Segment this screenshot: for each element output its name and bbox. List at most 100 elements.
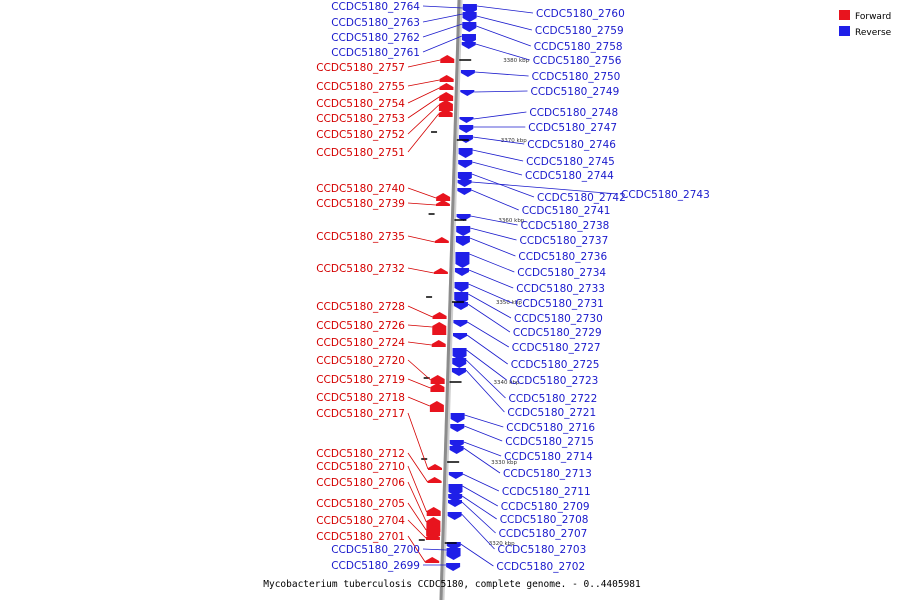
forward-gene-label: CCDC5180_2720 — [316, 355, 405, 367]
reverse-gene-label: CCDC5180_2744 — [525, 170, 614, 182]
leader-line — [462, 473, 500, 492]
leader-line — [472, 136, 525, 145]
legend: Forward Reverse — [839, 10, 892, 38]
tick-label: 3360 kbp — [498, 218, 524, 224]
leader-line — [407, 412, 429, 470]
forward-gene-shape — [426, 525, 441, 536]
leader-line — [467, 293, 512, 319]
forward-gene-label: CCDC5180_2751 — [316, 147, 405, 159]
forward-gene-label: CCDC5180_2724 — [316, 337, 405, 349]
leader-line — [462, 485, 498, 507]
legend-reverse-swatch — [839, 26, 850, 36]
forward-gene-shape — [430, 375, 445, 384]
reverse-gene-shape — [453, 302, 468, 310]
reverse-gene-label: CCDC5180_2702 — [496, 561, 585, 573]
reverse-gene-label: CCDC5180_2750 — [532, 71, 621, 83]
reverse-gene-label: CCDC5180_2700 — [331, 544, 420, 556]
tick-label: 3330 kbp — [491, 460, 517, 466]
reverse-gene-label: CCDC5180_2741 — [522, 205, 611, 217]
leader-line — [471, 181, 619, 195]
reverse-gene-label: CCDC5180_2699 — [331, 560, 420, 572]
leader-line — [422, 35, 463, 53]
forward-gene-label: CCDC5180_2717 — [316, 408, 405, 420]
reverse-gene-shape — [448, 472, 463, 479]
reverse-gene-label: CCDC5180_2764 — [331, 1, 420, 13]
leader-line — [407, 396, 430, 407]
forward-gene-shape — [439, 92, 454, 101]
leader-line — [407, 535, 426, 563]
reverse-gene-shape — [451, 368, 466, 376]
leader-line — [461, 501, 496, 534]
reverse-gene-shape — [448, 500, 462, 507]
reverse-gene-label: CCDC5180_2756 — [533, 55, 622, 67]
forward-gene-label: CCDC5180_2757 — [316, 62, 405, 74]
forward-gene-label: CCDC5180_2710 — [316, 461, 405, 473]
forward-gene-shape — [439, 83, 454, 90]
leader-line — [476, 5, 534, 14]
leader-line — [422, 548, 447, 551]
leader-line — [407, 519, 427, 539]
forward-gene-shape — [438, 100, 453, 111]
reverse-gene-label: CCDC5180_2727 — [512, 342, 601, 354]
reverse-gene-label: CCDC5180_2709 — [501, 501, 590, 513]
forward-gene-label: CCDC5180_2718 — [316, 392, 405, 404]
reverse-gene-shape — [454, 268, 469, 276]
reverse-gene-label: CCDC5180_2725 — [511, 359, 600, 371]
reverse-gene-label: CCDC5180_2729 — [513, 327, 602, 339]
leader-line — [407, 465, 428, 513]
ticks-layer: 3380 kbp 3370 kbp 3360 kbp 3350 kbp 3340 kbp… — [418, 58, 530, 547]
reverse-gene-label: CCDC5180_2749 — [531, 86, 620, 98]
forward-gene-label: CCDC5180_2752 — [316, 129, 405, 141]
reverse-gene-label: CCDC5180_2711 — [502, 486, 591, 498]
forward-gene-label: CCDC5180_2755 — [316, 81, 405, 93]
forward-gene-label: CCDC5180_2735 — [316, 231, 405, 243]
leader-line — [475, 43, 530, 61]
reverse-gene-shape — [455, 236, 470, 246]
reverse-gene-shape — [460, 90, 475, 96]
leader-line — [407, 104, 440, 135]
reverse-gene-shape — [459, 125, 474, 133]
forward-gene-shape — [435, 200, 450, 206]
leader-line — [471, 189, 519, 211]
leader-line — [407, 235, 435, 243]
forward-gene-shape — [425, 533, 440, 540]
leader-line — [463, 441, 502, 457]
reverse-gene-label: CCDC5180_2762 — [331, 32, 420, 44]
reverse-gene-label: CCDC5180_2730 — [514, 313, 603, 325]
reverse-gene-shape — [457, 180, 472, 187]
forward-gene-shape — [427, 477, 442, 483]
legend-reverse-label: Reverse — [855, 28, 892, 38]
leader-line — [464, 414, 504, 428]
leader-line — [407, 359, 431, 381]
reverse-gene-shape — [457, 172, 472, 182]
features-layer — [425, 4, 477, 571]
leader-line — [407, 502, 427, 531]
reverse-gene-shape — [446, 548, 461, 560]
leader-line — [473, 111, 527, 120]
leader-line — [422, 5, 463, 9]
reverse-gene-label: CCDC5180_2723 — [510, 375, 599, 387]
leader-line — [463, 447, 501, 474]
leader-line — [472, 161, 523, 176]
tick-label: 3350 kbp — [496, 300, 522, 306]
reverse-gene-label: CCDC5180_2761 — [331, 47, 420, 59]
reverse-gene-shape — [455, 252, 470, 268]
legend-forward-label: Forward — [855, 12, 891, 22]
reverse-gene-label: CCDC5180_2703 — [498, 544, 587, 556]
leader-line — [407, 59, 441, 68]
reverse-gene-label: CCDC5180_2713 — [503, 468, 592, 480]
forward-gene-shape — [430, 383, 445, 392]
forward-gene-shape — [432, 322, 447, 335]
reverse-gene-shape — [461, 34, 476, 44]
leader-line — [466, 334, 508, 365]
reverse-gene-shape — [461, 42, 476, 49]
leader-line — [407, 96, 440, 119]
leader-line — [407, 324, 433, 328]
forward-gene-shape — [440, 55, 455, 63]
backbone-line — [439, 0, 461, 600]
leader-line — [407, 267, 434, 274]
forward-gene-label: CCDC5180_2719 — [316, 374, 405, 386]
forward-gene-shape — [438, 109, 453, 117]
leader-line — [407, 378, 431, 389]
